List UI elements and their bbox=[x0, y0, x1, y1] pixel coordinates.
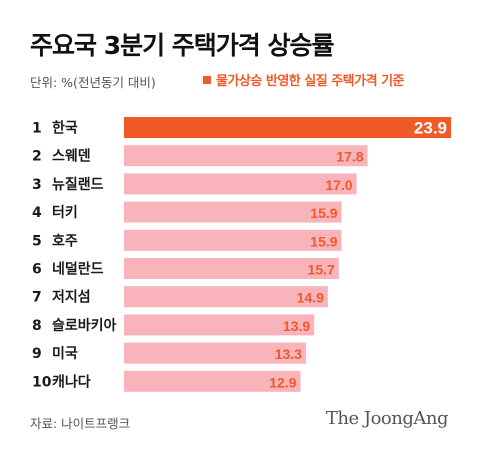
value-label: 12.9 bbox=[269, 374, 296, 390]
category-label: 호주 bbox=[52, 233, 78, 249]
bar bbox=[124, 342, 306, 364]
bar bbox=[124, 117, 451, 138]
value-label: 15.7 bbox=[308, 262, 335, 278]
category-label: 슬로바키아 bbox=[52, 317, 117, 334]
category-label: 저지섬 bbox=[52, 290, 91, 306]
rank-label: 7 bbox=[32, 290, 42, 306]
legend: 물가상승 반영한 실질 주택가격 기준 bbox=[203, 70, 405, 89]
chart-title: 주요국 3분기 주택가격 상승률 bbox=[30, 31, 335, 60]
legend-swatch bbox=[203, 75, 211, 84]
rank-label: 5 bbox=[32, 233, 42, 249]
category-label: 네덜란드 bbox=[52, 261, 104, 278]
rank-label: 6 bbox=[32, 262, 42, 278]
rank-label: 1 bbox=[32, 121, 42, 137]
bar bbox=[124, 229, 342, 251]
category-label: 스웨덴 bbox=[52, 149, 91, 165]
bar bbox=[124, 173, 357, 195]
unit-note: 단위: %(전년동기 대비) bbox=[30, 75, 156, 90]
bar bbox=[124, 370, 301, 392]
value-label: 14.9 bbox=[297, 290, 324, 306]
source-note: 자료: 나이트프랭크 bbox=[30, 416, 131, 431]
rank-label: 4 bbox=[32, 205, 42, 221]
bar bbox=[124, 258, 339, 279]
bar bbox=[124, 201, 342, 223]
legend-label: 물가상승 반영한 실질 주택가격 기준 bbox=[216, 74, 405, 89]
bar bbox=[124, 314, 315, 336]
category-label: 한국 bbox=[52, 121, 78, 137]
value-label: 15.9 bbox=[310, 205, 337, 221]
bar bbox=[124, 286, 328, 308]
value-label: 13.9 bbox=[283, 318, 310, 334]
rank-label: 10 bbox=[32, 374, 52, 390]
value-label: 13.3 bbox=[275, 346, 302, 362]
rank-label: 9 bbox=[32, 346, 42, 362]
value-label: 17.0 bbox=[325, 177, 352, 193]
category-label: 캐나다 bbox=[52, 374, 91, 390]
category-label: 뉴질랜드 bbox=[52, 176, 104, 193]
value-label: 23.9 bbox=[414, 119, 447, 138]
value-label: 17.8 bbox=[336, 149, 363, 165]
rank-label: 3 bbox=[32, 177, 42, 193]
rank-label: 2 bbox=[32, 149, 42, 165]
bar bbox=[124, 145, 368, 167]
publisher-logo: The JoongAng bbox=[325, 408, 449, 429]
category-label: 터키 bbox=[52, 205, 78, 221]
rank-label: 8 bbox=[32, 318, 42, 334]
value-label: 15.9 bbox=[310, 233, 337, 249]
category-label: 미국 bbox=[52, 346, 78, 362]
